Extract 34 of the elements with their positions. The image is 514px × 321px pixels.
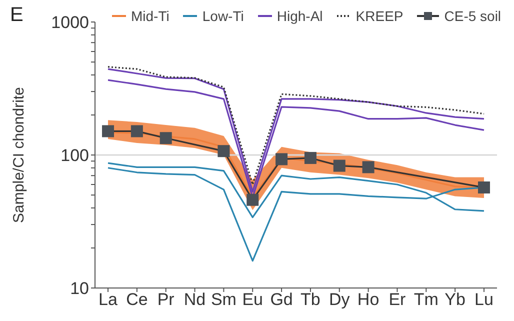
x-tick-label: Ce bbox=[126, 290, 148, 310]
point bbox=[333, 160, 346, 172]
point bbox=[478, 181, 490, 194]
point bbox=[276, 153, 288, 166]
chart-title: E bbox=[10, 4, 24, 27]
point bbox=[160, 132, 172, 144]
x-tick-label: Pr bbox=[157, 290, 175, 310]
legend-label: Low-Ti bbox=[202, 8, 244, 24]
x-tick-label: Ho bbox=[357, 290, 380, 310]
x-tick-label: Yb bbox=[444, 290, 466, 310]
y-tick-label: 10 bbox=[70, 279, 89, 298]
x-tick-label: Gd bbox=[270, 290, 293, 310]
x-tick-label: La bbox=[98, 290, 118, 310]
x-tick-label: Lu bbox=[474, 290, 494, 310]
x-tick-label: Eu bbox=[242, 290, 264, 310]
point bbox=[130, 125, 143, 138]
point bbox=[218, 145, 230, 158]
y-tick-label: 100 bbox=[60, 146, 89, 166]
x-tick-label: Tb bbox=[300, 290, 320, 310]
point bbox=[246, 194, 259, 206]
legend-label: Mid-Ti bbox=[131, 8, 170, 24]
x-tick-label: Er bbox=[388, 290, 406, 310]
x-tick-label: Sm bbox=[210, 290, 236, 310]
x-tick-label: Dy bbox=[328, 290, 350, 310]
y-axis-title: Sample/CI chondrite bbox=[10, 87, 28, 223]
x-tick-label: Tm bbox=[414, 290, 438, 310]
legend-label: KREEP bbox=[356, 8, 404, 24]
legend-label: CE-5 soil bbox=[444, 8, 502, 24]
y-tick-label: 1000 bbox=[51, 13, 89, 32]
x-tick-label: Nd bbox=[184, 290, 206, 310]
point bbox=[304, 152, 316, 164]
point bbox=[362, 161, 374, 174]
legend-label: High-Al bbox=[276, 8, 323, 24]
point bbox=[102, 125, 114, 138]
